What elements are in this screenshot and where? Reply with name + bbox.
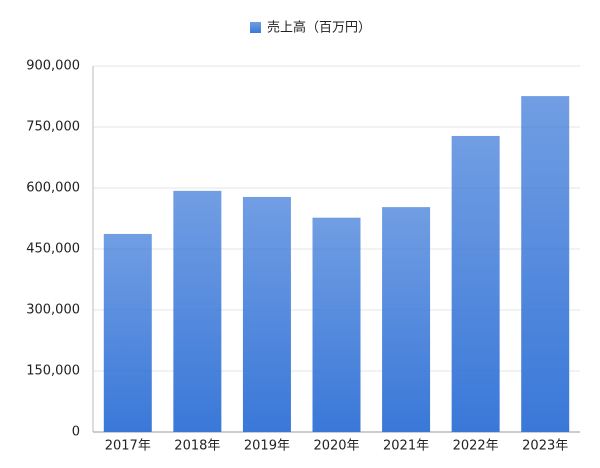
bar: [103, 233, 152, 432]
x-tick-label: 2017年: [105, 439, 151, 454]
bar: [451, 135, 500, 433]
x-tick-label: 2019年: [244, 439, 290, 454]
x-tick-label: 2020年: [313, 439, 359, 454]
bar: [312, 217, 361, 432]
y-tick-label: 300,000: [26, 303, 80, 318]
bar: [382, 207, 431, 432]
legend-marker: [250, 22, 261, 33]
x-tick-label: 2021年: [383, 439, 429, 454]
bar: [173, 190, 222, 432]
y-tick-label: 600,000: [26, 181, 80, 196]
legend-label: 売上高（百万円）: [267, 20, 371, 36]
y-tick-label: 750,000: [26, 120, 80, 135]
bar: [521, 96, 570, 433]
y-tick-label: 900,000: [26, 59, 80, 74]
y-tick-label: 0: [72, 425, 80, 440]
x-tick-label: 2023年: [522, 439, 568, 454]
y-tick-label: 450,000: [26, 242, 80, 257]
x-tick-label: 2018年: [174, 439, 220, 454]
bar: [242, 196, 291, 432]
y-tick-label: 150,000: [26, 364, 80, 379]
x-tick-label: 2022年: [453, 439, 499, 454]
